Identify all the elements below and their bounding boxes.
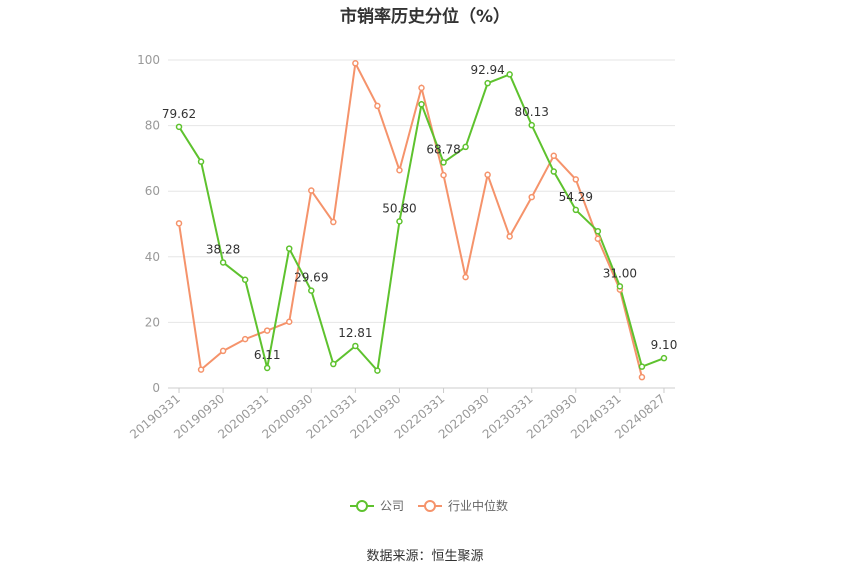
grid-lines: [168, 59, 675, 323]
company-point: [418, 101, 425, 108]
data-label: 80.13: [515, 105, 549, 119]
industry-point: [241, 335, 249, 343]
data-label: 29.69: [294, 271, 328, 285]
data-label: 92.94: [470, 63, 504, 77]
company-point: [219, 259, 227, 266]
industry-point: [462, 273, 469, 281]
company-point: [616, 283, 624, 290]
company-point: [352, 342, 359, 350]
industry-point: [572, 176, 580, 183]
industry-point: [594, 235, 602, 243]
company-point: [241, 276, 249, 284]
series-points: [175, 60, 668, 381]
industry-point: [175, 220, 183, 227]
industry-point: [550, 152, 558, 160]
industry-point: [330, 218, 337, 226]
data-label: 54.29: [559, 190, 593, 204]
x-axis: 2019033120190930202003312020093020210331…: [127, 387, 675, 442]
industry-point: [396, 166, 403, 174]
company-point: [374, 367, 381, 374]
data-label: 31.00: [603, 266, 637, 280]
y-tick-label: 80: [145, 119, 160, 133]
y-axis: 0 20 40 60 80 100: [137, 53, 160, 395]
company-point: [175, 123, 183, 131]
industry-point: [197, 366, 205, 373]
company-point: [197, 158, 205, 165]
data-label: 50.80: [382, 201, 416, 215]
company-point: [594, 227, 602, 235]
industry-point: [285, 318, 293, 325]
data-label: 68.78: [426, 142, 460, 156]
data-label: 38.28: [206, 242, 240, 256]
y-tick-label: 20: [145, 315, 160, 329]
data-source: 数据来源：恒生聚源: [366, 549, 484, 564]
y-tick-label: 100: [137, 53, 160, 67]
legend-label: 行业中位数: [448, 498, 508, 513]
industry-point: [352, 60, 359, 67]
company-point: [484, 79, 491, 87]
industry-point: [374, 102, 381, 110]
industry-point: [263, 327, 271, 334]
company-point: [330, 360, 337, 368]
legend-marker: [424, 500, 436, 512]
data-label: 9.10: [651, 338, 678, 352]
company-point: [660, 354, 668, 362]
data-labels: 79.62 38.28 6.11 29.69 12.81 50.80 68.78 92.94 8…: [162, 63, 677, 362]
y-tick-label: 60: [145, 184, 160, 198]
company-point: [528, 121, 535, 129]
industry-point: [638, 373, 646, 381]
industry-point: [440, 171, 447, 179]
industry-point: [506, 233, 513, 240]
y-tick-label: 0: [152, 381, 160, 395]
company-point: [396, 218, 403, 225]
industry-point: [484, 171, 491, 179]
data-label: 79.62: [162, 107, 196, 121]
data-label: 12.81: [338, 326, 372, 340]
line-chart: 0 20 40 60 80 100 201903312019093020200331202…: [127, 53, 677, 513]
industry-line: [178, 60, 643, 378]
company-point: [462, 143, 469, 151]
company-point: [263, 364, 271, 372]
industry-point: [219, 347, 227, 355]
legend: 公司 行业中位数: [350, 498, 508, 513]
company-point: [550, 168, 558, 175]
company-point: [308, 287, 315, 294]
industry-point: [528, 193, 535, 201]
company-point: [506, 71, 513, 78]
company-point: [440, 159, 447, 166]
company-point: [638, 363, 646, 370]
company-point: [285, 245, 293, 252]
y-tick-label: 40: [145, 250, 160, 264]
chart-title: 市销率历史分位（%）: [339, 7, 511, 27]
industry-point: [308, 187, 315, 194]
legend-marker: [356, 500, 368, 512]
industry-point: [418, 84, 425, 92]
series-lines: [178, 60, 665, 378]
company-point: [572, 206, 580, 214]
legend-label: 公司: [380, 499, 404, 513]
data-label: 6.11: [254, 348, 281, 362]
